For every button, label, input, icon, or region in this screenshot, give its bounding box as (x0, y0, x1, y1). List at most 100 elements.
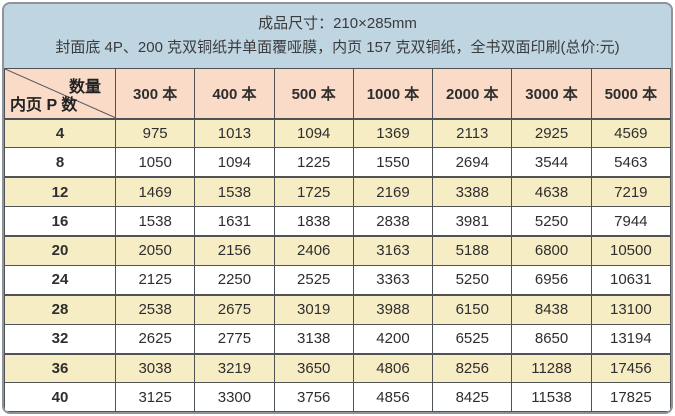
price-cell: 6956 (511, 264, 592, 296)
price-cell: 4806 (352, 352, 434, 384)
price-cell: 1050 (114, 147, 196, 178)
table-row: 4 975 1013 1094 1369 2113 2925 4569 (4, 117, 671, 149)
price-cell: 2925 (511, 117, 592, 149)
price-cell: 1094 (194, 147, 275, 178)
price-cell: 3038 (114, 352, 196, 384)
column-header-row: 数量 内页 P 数 300 本 400 本 500 本 1000 本 2000 本 300… (4, 68, 671, 119)
row-header-pages: 32 (4, 323, 116, 355)
price-cell: 13194 (590, 323, 671, 355)
price-cell: 2250 (194, 264, 275, 296)
price-cell: 1550 (352, 147, 434, 178)
table-row: 8 1050 1094 1225 1550 2694 3544 5463 (4, 147, 671, 178)
price-cell: 1094 (273, 117, 354, 149)
table-row: 12 1469 1538 1725 2169 3388 4638 7219 (4, 176, 671, 208)
row-header-pages: 4 (4, 117, 116, 149)
column-header: 1000 本 (352, 68, 434, 119)
diagonal-divider-line (5, 69, 115, 118)
price-cell: 2525 (273, 264, 354, 296)
table-row: 24 2125 2250 2525 3363 5250 6956 10631 (4, 264, 671, 296)
column-header: 500 本 (273, 68, 354, 119)
table-row: 32 2625 2775 3138 4200 6525 8650 13194 (4, 323, 671, 355)
row-header-pages: 24 (4, 264, 116, 296)
column-header: 300 本 (114, 68, 196, 119)
price-cell: 3650 (273, 352, 354, 384)
price-cell: 3125 (114, 382, 196, 412)
price-cell: 975 (114, 117, 196, 149)
row-header-pages: 28 (4, 293, 116, 325)
price-cell: 1538 (114, 206, 196, 237)
price-cell: 4569 (590, 117, 671, 149)
price-cell: 3756 (273, 382, 354, 412)
price-cell: 8438 (511, 293, 592, 325)
price-cell: 1631 (194, 206, 275, 237)
price-cell: 3163 (352, 234, 434, 266)
price-cell: 3981 (432, 206, 513, 237)
table-row: 40 3125 3300 3756 4856 8425 11538 17825 (4, 382, 671, 412)
row-header-pages: 8 (4, 147, 116, 178)
price-cell: 8650 (511, 323, 592, 355)
column-header: 3000 本 (511, 68, 592, 119)
price-cell: 3019 (273, 293, 354, 325)
price-cell: 6800 (511, 234, 592, 266)
spec-banner: 成品尺寸：210×285mm 封面底 4P、200 克双铜纸并单面覆哑膜，内页 … (4, 4, 671, 68)
price-cell: 7219 (590, 176, 671, 208)
price-cell: 11288 (511, 352, 592, 384)
diagonal-corner-cell: 数量 内页 P 数 (4, 68, 116, 119)
price-cell: 2406 (273, 234, 354, 266)
price-table-body: 4 975 1013 1094 1369 2113 2925 4569 8 1050 1094 122… (4, 117, 671, 412)
corner-label-quantity: 数量 (68, 79, 101, 96)
row-header-pages: 12 (4, 176, 116, 208)
table-row: 28 2538 2675 3019 3988 6150 8438 13100 (4, 293, 671, 325)
table-row: 20 2050 2156 2406 3163 5188 6800 10500 (4, 234, 671, 266)
row-header-pages: 36 (4, 352, 116, 384)
price-cell: 6150 (432, 293, 513, 325)
paper-spec-text: 封面底 4P、200 克双铜纸并单面覆哑膜，内页 157 克双铜纸，全书双面印刷… (55, 39, 620, 56)
price-cell: 3219 (194, 352, 275, 384)
price-cell: 2050 (114, 234, 196, 266)
table-row: 36 3038 3219 3650 4806 8256 11288 17456 (4, 352, 671, 384)
price-cell: 7944 (590, 206, 671, 237)
price-cell: 2125 (114, 264, 196, 296)
price-cell: 3138 (273, 323, 354, 355)
price-cell: 4638 (511, 176, 592, 208)
price-cell: 2113 (432, 117, 513, 149)
product-size-text: 成品尺寸：210×285mm (258, 15, 417, 32)
row-header-pages: 16 (4, 206, 116, 237)
price-cell: 2625 (114, 323, 196, 355)
row-header-pages: 40 (4, 382, 116, 412)
price-cell: 2156 (194, 234, 275, 266)
price-cell: 5188 (432, 234, 513, 266)
price-cell: 10500 (590, 234, 671, 266)
price-cell: 2775 (194, 323, 275, 355)
price-cell: 3363 (352, 264, 434, 296)
price-cell: 5463 (590, 147, 671, 178)
price-cell: 2694 (432, 147, 513, 178)
price-cell: 1725 (273, 176, 354, 208)
row-header-pages: 20 (4, 234, 116, 266)
price-cell: 2838 (352, 206, 434, 237)
price-cell: 2538 (114, 293, 196, 325)
price-cell: 3988 (352, 293, 434, 325)
price-cell: 1469 (114, 176, 196, 208)
price-cell: 4856 (352, 382, 434, 412)
price-table: 数量 内页 P 数 300 本 400 本 500 本 1000 本 2000 本 300… (4, 68, 671, 412)
price-cell: 5250 (432, 264, 513, 296)
table-row: 16 1538 1631 1838 2838 3981 5250 7944 (4, 206, 671, 237)
price-cell: 17456 (590, 352, 671, 384)
price-cell: 10631 (590, 264, 671, 296)
price-cell: 1013 (194, 117, 275, 149)
price-cell: 8425 (432, 382, 513, 412)
price-cell: 5250 (511, 206, 592, 237)
price-cell: 17825 (590, 382, 671, 412)
price-cell: 13100 (590, 293, 671, 325)
price-cell: 1838 (273, 206, 354, 237)
price-cell: 2675 (194, 293, 275, 325)
column-header: 5000 本 (590, 68, 671, 119)
corner-label-pages: 内页 P 数 (10, 96, 78, 114)
price-cell: 1538 (194, 176, 275, 208)
price-cell: 6525 (432, 323, 513, 355)
column-header: 2000 本 (432, 68, 513, 119)
price-cell: 1225 (273, 147, 354, 178)
price-cell: 3388 (432, 176, 513, 208)
